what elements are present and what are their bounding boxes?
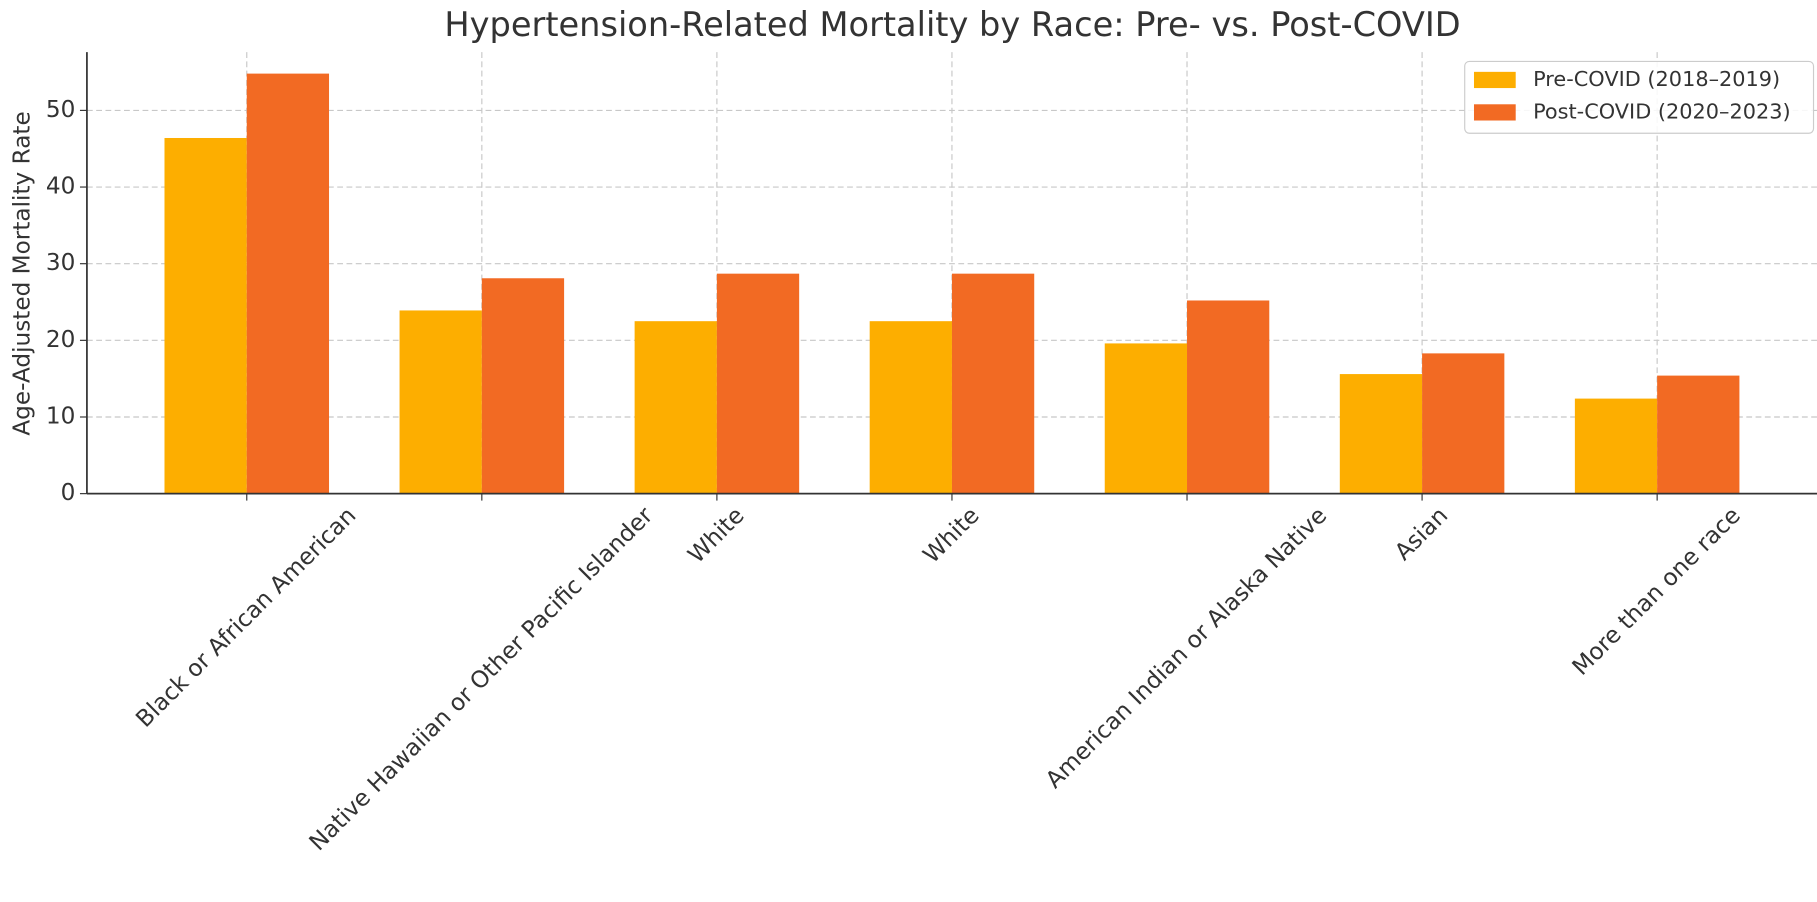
bar <box>399 310 482 494</box>
legend-label: Post-COVID (2020–2023) <box>1533 99 1791 123</box>
x-tick-label: American Indian or Alaska Native <box>1040 502 1332 794</box>
y-tick-label: 10 <box>46 402 75 429</box>
legend-swatch <box>1473 104 1516 121</box>
bar <box>1104 343 1188 494</box>
x-tick-label: More than one race <box>1567 502 1746 681</box>
bar <box>869 321 952 494</box>
chart-title: Hypertension-Related Mortality by Race: … <box>444 5 1460 44</box>
bar <box>1574 398 1658 494</box>
y-tick-label: 30 <box>46 249 75 276</box>
bar <box>716 273 800 494</box>
y-axis-label: Age-Adjusted Mortality Rate <box>9 111 36 435</box>
bar <box>951 273 1035 494</box>
x-tick-label: Asian <box>1389 502 1453 566</box>
x-tick-label: Native Hawaiian or Other Pacific Islande… <box>304 502 659 857</box>
x-tick-label: White <box>918 502 985 569</box>
bar <box>164 137 247 494</box>
bar <box>246 73 330 494</box>
bar <box>1339 374 1423 494</box>
legend-swatch <box>1473 71 1516 89</box>
legend-box <box>1464 60 1815 134</box>
bar <box>634 321 717 494</box>
y-tick-label: 40 <box>46 173 75 200</box>
y-tick-label: 50 <box>46 96 75 123</box>
x-tick-label: Black or African American <box>131 502 362 733</box>
y-tick-label: 0 <box>61 479 76 506</box>
y-tick-label: 20 <box>46 326 75 353</box>
legend-label: Pre-COVID (2018–2019) <box>1533 67 1780 91</box>
x-tick-label: White <box>683 502 750 569</box>
bar <box>1187 300 1270 494</box>
bar <box>481 278 565 494</box>
bar <box>1657 375 1740 494</box>
bar <box>1422 353 1505 494</box>
